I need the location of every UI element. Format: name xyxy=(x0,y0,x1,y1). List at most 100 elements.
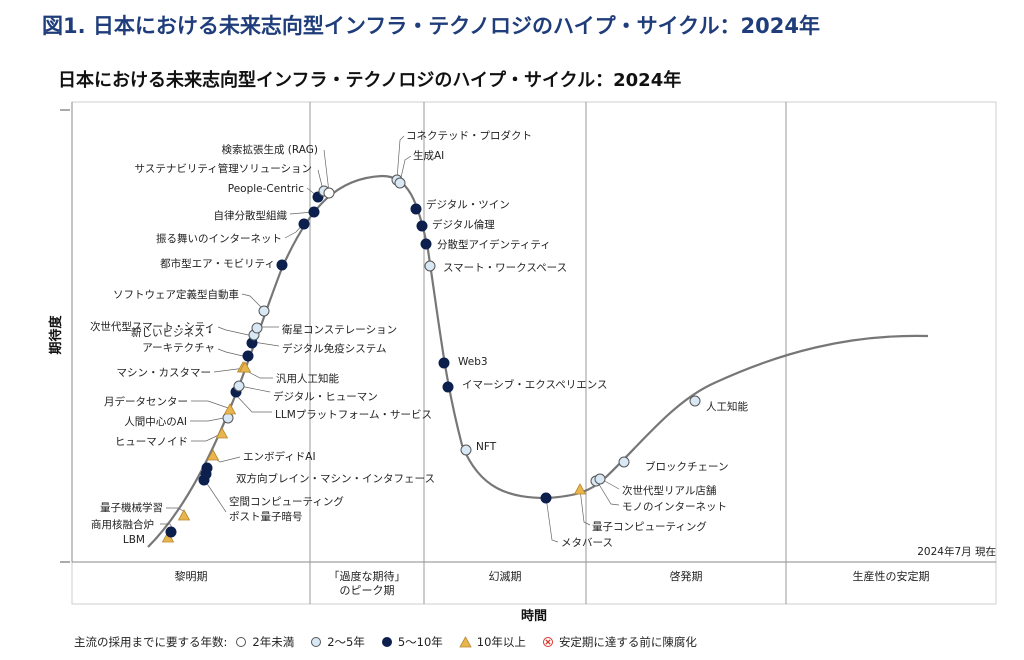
figure-title: 図1. 日本における未来志向型インフラ・テクノロジのハイプ・サイクル：2024年 xyxy=(42,14,820,38)
tech-label-24: 検索拡張生成 (RAG) xyxy=(221,143,318,156)
tech-label-10: LLMプラットフォーム・サービス xyxy=(275,409,432,421)
marker-5 xyxy=(201,462,213,474)
marker-37 xyxy=(594,473,606,485)
marker-24 xyxy=(323,187,335,199)
marker-34 xyxy=(540,492,552,504)
marker-1 xyxy=(165,526,177,538)
tech-label-2: 量子機械学習 xyxy=(100,501,163,514)
chart-title: 日本における未来志向型インフラ・テクノロジのハイプ・サイクル：2024年 xyxy=(58,70,682,91)
tech-label-17: 衛星コンステレーション xyxy=(282,323,397,336)
legend-label-gt10: 10年以上 xyxy=(476,635,526,649)
phase-label-1: 黎明期 xyxy=(175,569,208,583)
legend-label-2to5: 2〜5年 xyxy=(327,635,365,649)
tech-label-30: スマート・ワークスペース xyxy=(443,262,567,274)
tech-label-13: マシン・カスタマー xyxy=(117,367,212,379)
tech-label-5: 双方向ブレイン・マシン・インタフェース xyxy=(236,472,435,485)
marker-39 xyxy=(689,395,701,407)
red-x-circle-icon xyxy=(542,637,553,647)
tech-label-4: 空間コンピューティング xyxy=(229,495,344,508)
marker-26 xyxy=(394,177,406,189)
white-circle-icon xyxy=(236,637,247,647)
tech-label-0: LBM xyxy=(123,534,145,546)
tech-label-6: エンボディドAI xyxy=(243,450,316,463)
tech-label-23: サステナビリティ管理ソリューション xyxy=(135,162,312,175)
tech-label-9: 月データセンター xyxy=(104,395,188,408)
marker-2 xyxy=(177,509,191,521)
legend-caption: 主流の採用までに要する年数: xyxy=(74,635,228,649)
tech-label-14-line2: アーキテクチャ xyxy=(142,342,215,354)
legend-label-lt2: 2年未満 xyxy=(252,635,295,649)
date-note: 2024年7月 現在 xyxy=(917,545,996,558)
leader-line-8 xyxy=(234,393,272,413)
leader-line-3 xyxy=(204,480,227,513)
tech-label-16: 次世代型スマート・シティ xyxy=(90,320,215,333)
leader-line-24 xyxy=(399,155,412,183)
marker-6 xyxy=(206,449,220,461)
tech-label-36: モノのインターネット xyxy=(622,501,727,513)
marker-11 xyxy=(233,380,245,392)
marker-13 xyxy=(238,361,252,373)
legend-label-5to10: 5〜10年 xyxy=(397,635,443,649)
marker-32 xyxy=(442,381,454,393)
marker-20 xyxy=(298,218,310,230)
tech-label-31: Web3 xyxy=(458,356,488,368)
leader-line-12 xyxy=(217,348,248,358)
leader-line-7 xyxy=(191,400,232,410)
leader-line-2 xyxy=(166,507,186,513)
tech-label-25: コネクテッド・プロダクト xyxy=(406,129,532,142)
legend-label-obsolete: 安定期に達する前に陳腐化 xyxy=(558,635,697,649)
tech-label-20: 振る舞いのインターネット xyxy=(156,232,282,245)
marker-9 xyxy=(223,403,237,415)
marker-28 xyxy=(416,220,428,232)
leader-line-26 xyxy=(579,488,591,526)
tech-label-29: 分散型アイデンティティ xyxy=(437,238,551,251)
marker-33 xyxy=(460,444,472,456)
marker-30 xyxy=(424,260,436,272)
tech-label-19: 都市型エア・モビリティ xyxy=(160,257,275,270)
legend-item-5to10: 5〜10年 xyxy=(381,634,443,650)
x-axis-title: 時間 xyxy=(521,608,547,624)
legend-item-gt10: 10年以上 xyxy=(459,634,526,650)
marker-7 xyxy=(215,427,229,439)
tech-label-39: 人工知能 xyxy=(706,400,748,413)
marker-21 xyxy=(308,206,320,218)
legend-item-2to5: 2〜5年 xyxy=(310,634,365,650)
legend-item-obsolete: 安定期に達する前に陳腐化 xyxy=(542,634,697,650)
leader-line-16 xyxy=(241,293,265,311)
leader-lines xyxy=(160,135,620,543)
light-blue-circle-icon xyxy=(311,637,322,647)
leader-line-25 xyxy=(545,496,559,543)
leader-line-14 xyxy=(217,326,254,337)
tech-label-28: デジタル倫理 xyxy=(432,218,495,231)
gold-triangle-icon xyxy=(459,636,472,648)
tech-label-18: ソフトウェア定義型自動車 xyxy=(113,288,239,301)
tech-label-37: 次世代型リアル店舗 xyxy=(622,484,717,497)
tech-label-22: People-Centric xyxy=(228,183,304,195)
leader-line-6 xyxy=(190,416,230,422)
tech-label-35: 量子コンピューティング xyxy=(592,520,707,533)
leader-line-23 xyxy=(396,135,405,180)
tech-label-11: デジタル・ヒューマン xyxy=(273,390,378,403)
tech-label-8: 人間中心のAI xyxy=(124,415,187,428)
phase-label-4: 啓発期 xyxy=(670,569,703,583)
legend-item-lt2: 2年未満 xyxy=(235,634,294,650)
marker-31 xyxy=(438,357,450,369)
marker-35 xyxy=(573,483,587,495)
marker-19 xyxy=(276,259,288,271)
tech-label-34: メタバース xyxy=(561,537,613,549)
tech-label-1: 商用核融合炉 xyxy=(91,518,154,531)
marker-38 xyxy=(618,456,630,468)
tech-label-33: NFT xyxy=(476,441,497,453)
marker-18 xyxy=(258,305,270,317)
leader-line-22 xyxy=(323,149,330,193)
marker-8 xyxy=(222,412,234,424)
tech-label-32: イマーシブ・エクスペリエンス xyxy=(462,378,608,391)
phase-label-2-line2: のピーク期 xyxy=(340,584,395,597)
tech-label-14-line1: 新しいビジネス・ xyxy=(131,326,215,339)
tech-label-12: 汎用人工知能 xyxy=(276,372,339,385)
marker-17 xyxy=(251,322,263,334)
phase-label-3: 幻滅期 xyxy=(489,570,522,583)
marker-27 xyxy=(410,203,422,215)
tech-label-7: ヒューマノイド xyxy=(115,436,188,448)
marker-29 xyxy=(420,238,432,250)
